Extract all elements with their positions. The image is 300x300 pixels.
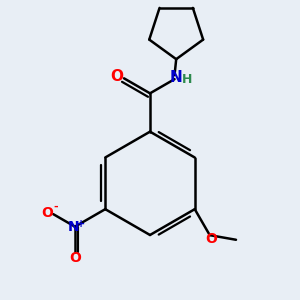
Text: O: O [41,206,53,220]
Text: N: N [170,70,183,85]
Text: +: + [77,219,85,229]
Text: N: N [68,220,79,234]
Text: O: O [206,232,217,246]
Text: -: - [54,202,58,212]
Text: O: O [110,69,123,84]
Text: H: H [182,73,192,86]
Text: O: O [69,251,81,265]
